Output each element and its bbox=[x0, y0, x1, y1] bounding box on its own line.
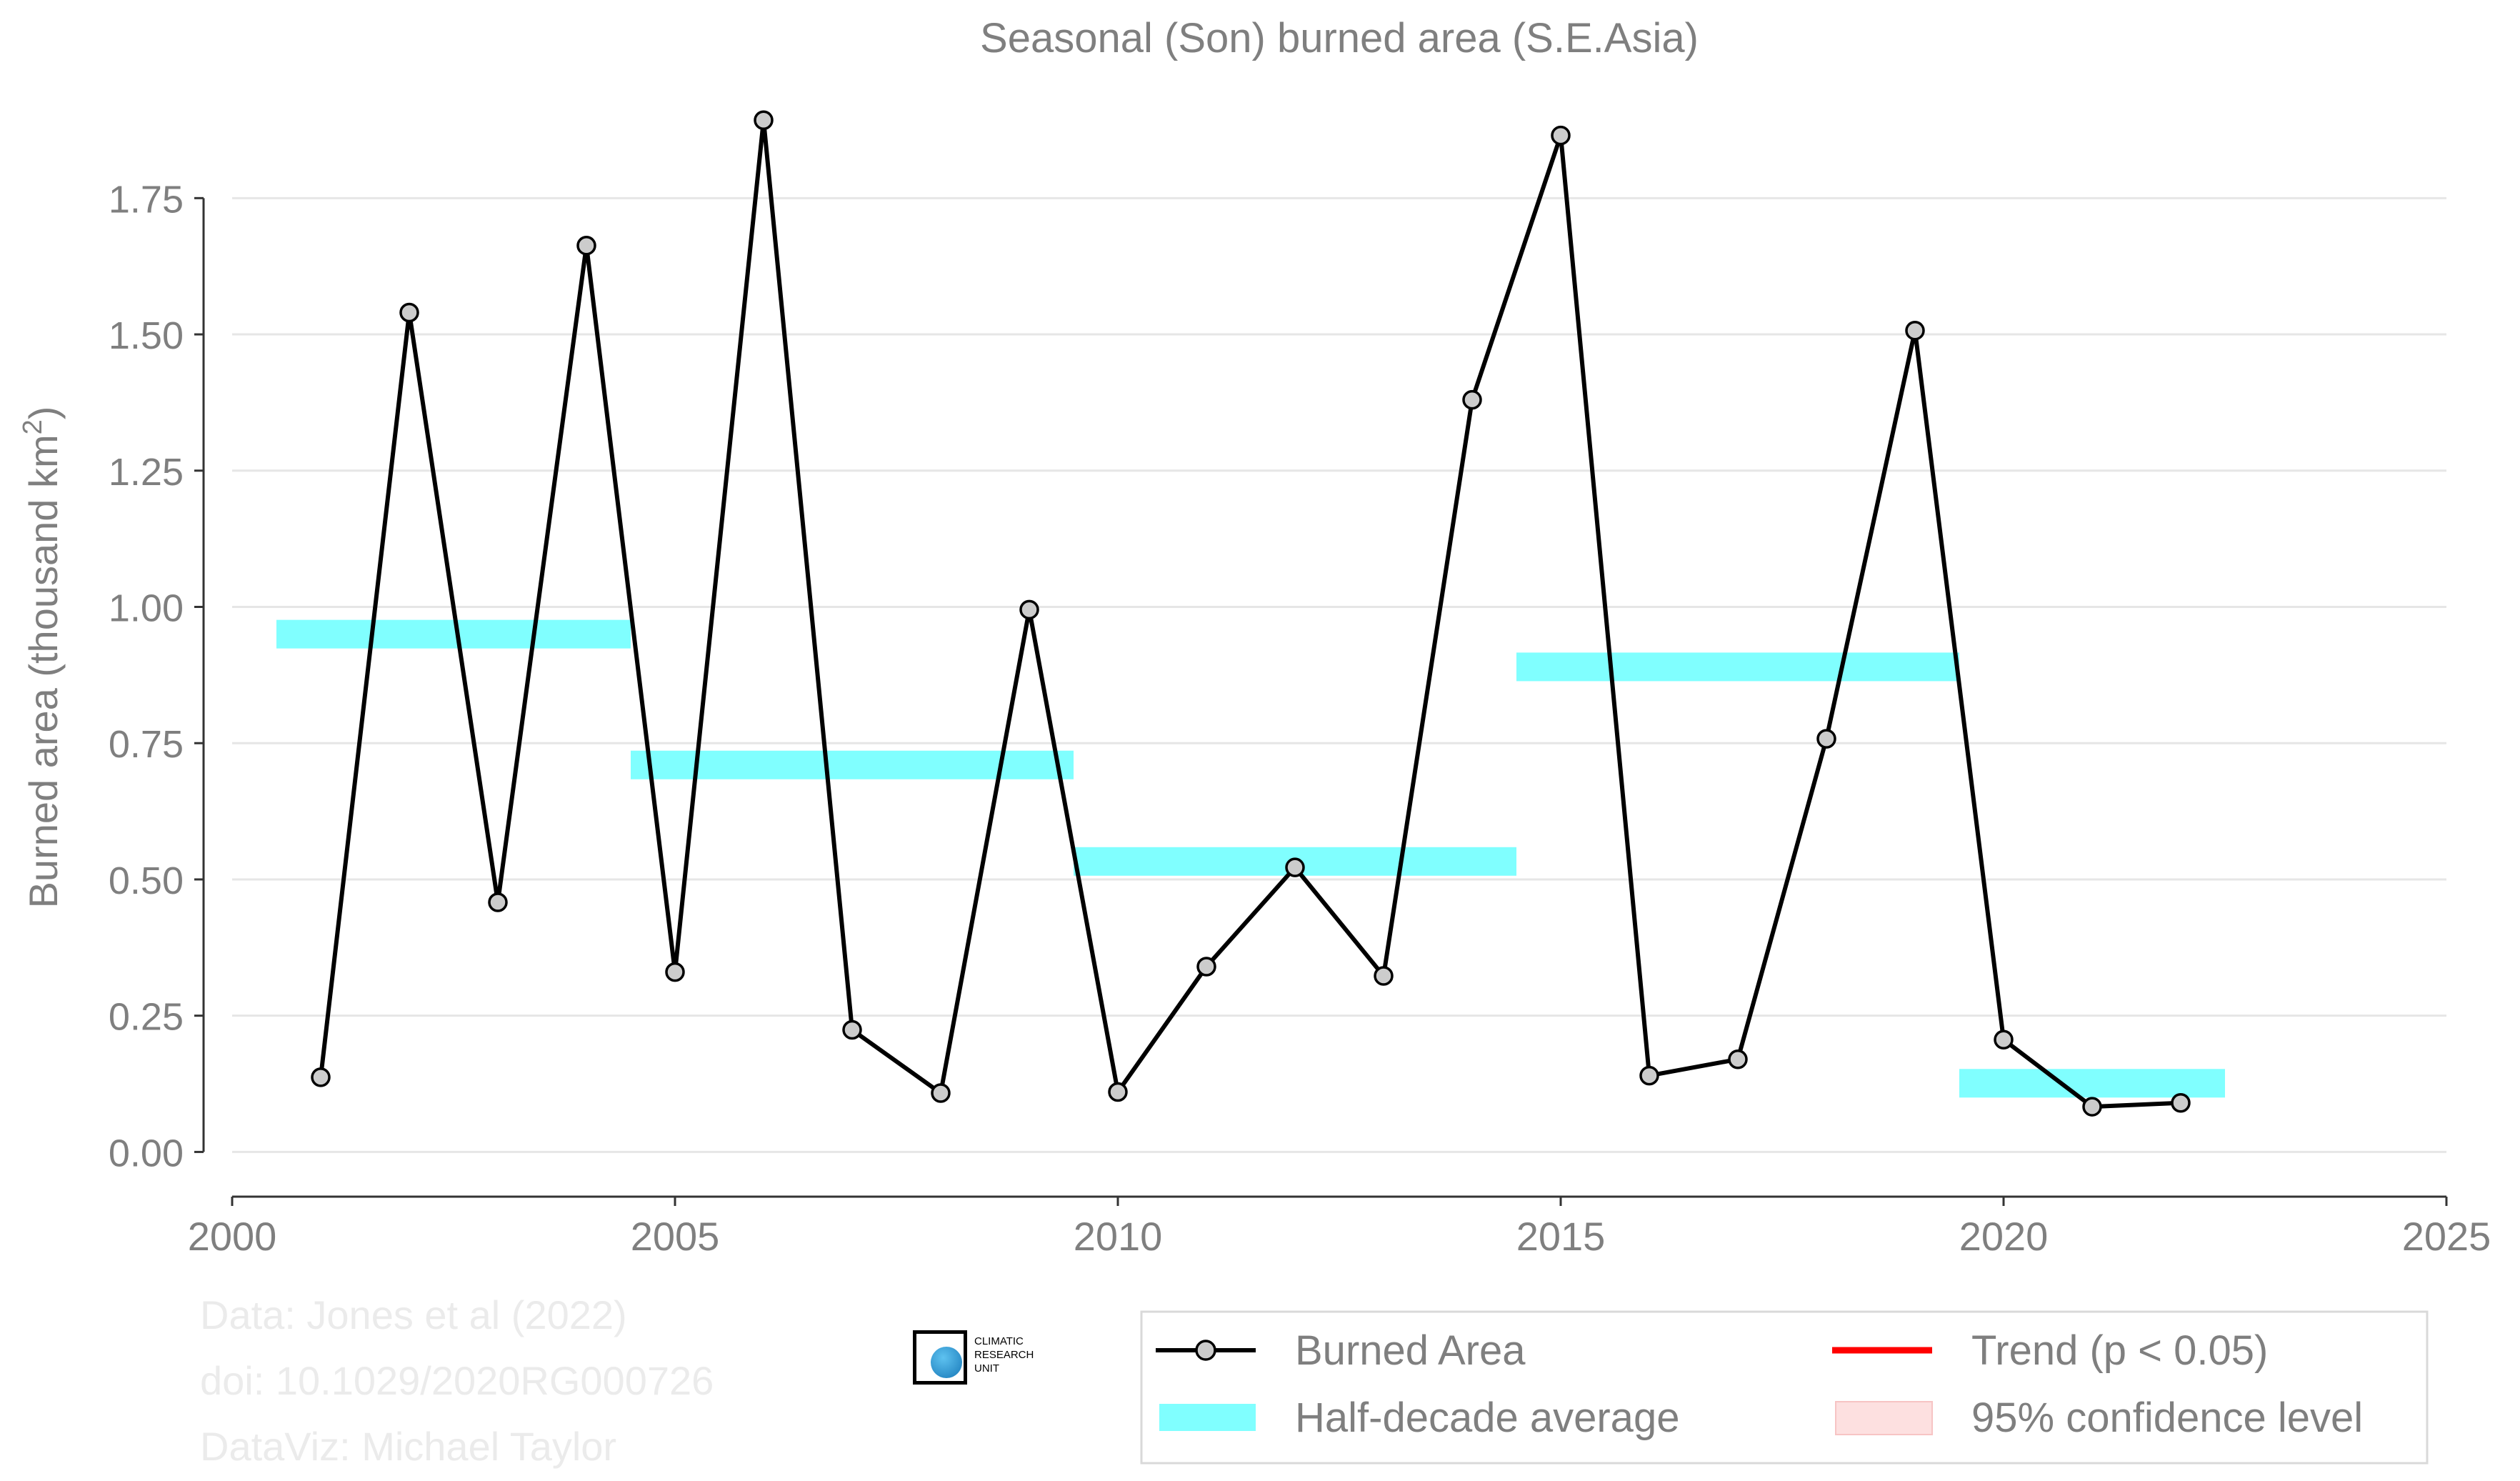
legend-confidence-swatch bbox=[1835, 1401, 1933, 1435]
cru-logo-line-3: UNIT bbox=[974, 1362, 999, 1375]
burned-area-point bbox=[488, 892, 508, 912]
credit-dataviz: DataViz: Michael Taylor bbox=[200, 1424, 617, 1469]
burned-area-point bbox=[1108, 1082, 1128, 1102]
burned-area-point bbox=[1905, 320, 1925, 341]
half-decade-bar bbox=[1959, 1069, 2225, 1098]
burned-area-point bbox=[2082, 1097, 2102, 1117]
cru-logo-line-1: CLIMATIC bbox=[974, 1335, 1024, 1347]
y-axis-label-close: ) bbox=[21, 407, 66, 420]
burned-area-point bbox=[1728, 1049, 1748, 1069]
legend-confidence-label: 95% confidence level bbox=[1971, 1395, 2363, 1441]
legend-burned-area-label: Burned Area bbox=[1295, 1327, 1526, 1374]
burned-area-point bbox=[576, 235, 596, 256]
x-tick-label: 2025 bbox=[2402, 1214, 2491, 1259]
burned-area-point bbox=[1285, 857, 1305, 877]
burned-area-point bbox=[754, 110, 774, 130]
x-tick-label: 2020 bbox=[1959, 1214, 2049, 1259]
x-tick-label: 2015 bbox=[1516, 1214, 1606, 1259]
y-tick-label: 0.75 bbox=[109, 723, 184, 766]
burned-area-point bbox=[2171, 1092, 2191, 1113]
data-credits: Data: Jones et al (2022) doi: 10.1029/20… bbox=[200, 1282, 714, 1480]
y-tick-label: 1.50 bbox=[109, 314, 184, 357]
x-tick-label: 2000 bbox=[188, 1214, 277, 1259]
half-decade-bar bbox=[1516, 652, 1959, 682]
burned-area-point bbox=[1639, 1065, 1659, 1086]
legend-trend-label: Trend (p < 0.05) bbox=[1971, 1327, 2268, 1374]
y-tick-label: 1.25 bbox=[109, 451, 184, 494]
y-tick-label: 1.75 bbox=[109, 178, 184, 221]
cru-globe-icon bbox=[931, 1347, 962, 1378]
cru-logo: CLIMATIC RESEARCH UNIT bbox=[913, 1327, 1056, 1387]
half-decade-bars bbox=[276, 619, 2225, 1098]
y-axis-label: Burned area (thousand km2) bbox=[18, 407, 66, 909]
legend-box bbox=[1140, 1310, 2429, 1465]
burned-area-point bbox=[1462, 389, 1482, 410]
burned-area-line bbox=[319, 118, 2181, 1109]
burned-area-point bbox=[931, 1083, 951, 1103]
credit-data-source: Data: Jones et al (2022) bbox=[200, 1292, 627, 1337]
burned-area-point bbox=[1374, 966, 1394, 986]
y-tick-label: 1.00 bbox=[109, 587, 184, 630]
y-tick-label: 0.25 bbox=[109, 996, 184, 1039]
burned-area-point bbox=[1551, 125, 1571, 146]
half-decade-bar bbox=[276, 619, 631, 649]
burned-area-point bbox=[842, 1019, 862, 1040]
burned-area-point bbox=[1816, 729, 1836, 749]
burned-area-point bbox=[1019, 599, 1039, 620]
chart-title: Seasonal (Son) burned area (S.E.Asia) bbox=[980, 15, 1699, 61]
burned-area-point bbox=[399, 302, 419, 323]
y-tick-label: 0.50 bbox=[109, 859, 184, 902]
burned-area-point bbox=[1196, 957, 1216, 977]
credit-doi: doi: 10.1029/2020RG000726 bbox=[200, 1358, 714, 1403]
burned-area-point bbox=[1994, 1029, 2014, 1050]
legend-half-decade-label: Half-decade average bbox=[1295, 1395, 1679, 1441]
y-grid bbox=[232, 196, 2446, 1153]
y-axis-label-superscript: 2 bbox=[18, 419, 48, 434]
y-tick-label: 0.00 bbox=[109, 1132, 184, 1175]
burned-area-series bbox=[311, 110, 2191, 1117]
burned-area-point bbox=[311, 1067, 331, 1087]
legend: Burned Area Half-decade average Trend (p… bbox=[1140, 1310, 2429, 1465]
x-tick-label: 2005 bbox=[631, 1214, 720, 1259]
x-tick-label: 2010 bbox=[1074, 1214, 1163, 1259]
cru-logo-frame bbox=[913, 1330, 967, 1385]
legend-burned-area-marker bbox=[1195, 1340, 1216, 1361]
cru-logo-text: CLIMATIC RESEARCH UNIT bbox=[974, 1335, 1034, 1375]
y-axis: 0.00 0.25 0.50 0.75 1.00 1.25 1.50 1.75 bbox=[109, 178, 205, 1175]
burned-area-point bbox=[665, 962, 685, 982]
cru-logo-line-2: RESEARCH bbox=[974, 1349, 1034, 1361]
legend-half-decade-swatch bbox=[1159, 1404, 1256, 1431]
x-axis: 2000 2005 2010 2015 2020 2025 bbox=[188, 1195, 2491, 1259]
